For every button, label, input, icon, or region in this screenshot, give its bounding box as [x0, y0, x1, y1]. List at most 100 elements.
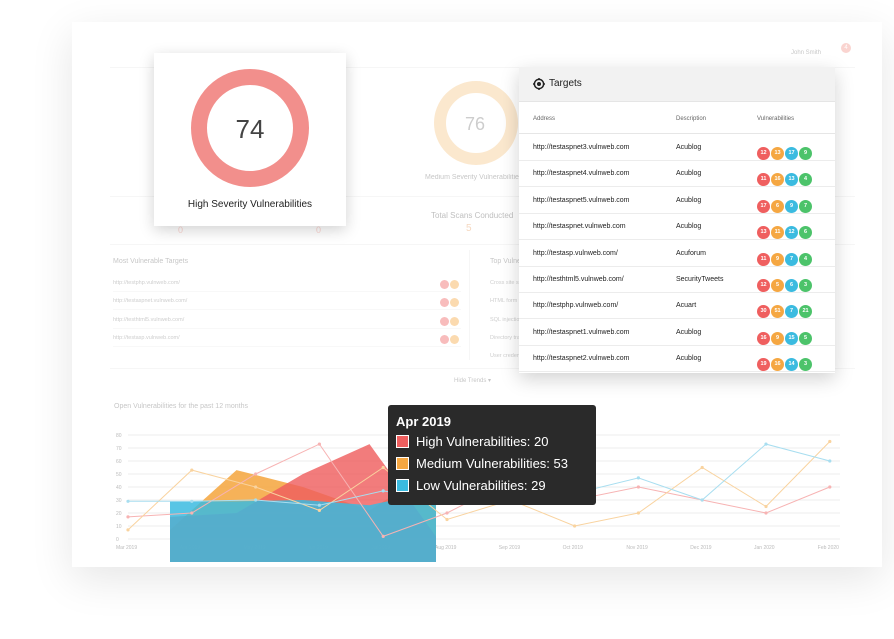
tooltip-swatch-high	[396, 435, 409, 448]
data-point	[764, 511, 768, 515]
vulnerability-count-badge: 7	[799, 199, 812, 213]
data-point	[254, 498, 258, 502]
target-description: Acublog	[676, 144, 702, 151]
data-point	[828, 459, 832, 463]
vulnerability-count-badge: 12	[757, 279, 770, 292]
column-header-vulnerabilities[interactable]: Vulnerabilities	[757, 116, 795, 122]
target-address[interactable]: http://testhtml5.vulnweb.com/	[533, 276, 624, 283]
list-item[interactable]: http://testasp.vulnweb.com/	[113, 329, 461, 347]
data-point	[381, 489, 385, 493]
series-line	[127, 441, 831, 531]
stat-zero-1: 0	[178, 225, 184, 235]
vulnerability-counts: 30 51 7 21	[757, 299, 813, 319]
target-address[interactable]: http://testphp.vulnweb.com/	[533, 302, 619, 310]
target-description: Acublog	[676, 196, 702, 204]
data-point	[126, 528, 130, 532]
total-scans-label: Total Scans Conducted	[431, 211, 514, 220]
user-menu[interactable]: John Smith	[791, 50, 822, 56]
list-item[interactable]: http://testhtml5.vulnweb.com/	[113, 311, 461, 329]
vulnerability-count-badge: 9	[785, 199, 798, 213]
list-item[interactable]: SQL injection	[490, 317, 523, 323]
tooltip-title: Apr 2019	[396, 414, 451, 429]
column-header-description[interactable]: Description	[676, 116, 707, 122]
vulnerability-count-badge: 16	[771, 358, 784, 372]
chart-tooltip: Apr 2019 High Vulnerabilities: 20 Medium…	[388, 405, 596, 505]
top-vulnerabilities-title: Top Vulnerabilities	[490, 258, 547, 265]
area-low	[170, 490, 436, 562]
vulnerability-counts: 19 16 14 3	[757, 352, 813, 372]
target-address[interactable]: http://testaspnet1.vulnweb.com	[533, 328, 630, 336]
list-item[interactable]: http://testaspnet.vulnweb.com/	[113, 292, 461, 310]
vulnerability-count-badge: 13	[771, 147, 784, 160]
vulnerability-counts: 12 13 17 9	[757, 141, 813, 160]
data-point	[317, 503, 321, 507]
y-tick-label: 80	[116, 433, 122, 439]
vulnerability-count-badge: 7	[785, 305, 798, 319]
list-item[interactable]: Cross site scripting	[490, 280, 537, 286]
table-row[interactable]: http://testhtml5.vulnweb.com/SecurityTwe…	[519, 267, 835, 293]
high-severity-ring-arc	[191, 69, 309, 187]
vulnerability-counts: 11 16 13 4	[757, 167, 813, 187]
table-row[interactable]: http://testphp.vulnweb.com/Acuart 30 51 7 21	[519, 293, 835, 320]
data-point	[764, 504, 768, 509]
target-description: Acuforum	[676, 249, 706, 257]
targets-header: Targets	[519, 67, 835, 102]
vulnerability-counts: 17 6 9 7	[757, 194, 813, 213]
header-divider	[110, 67, 855, 68]
data-point	[254, 485, 258, 489]
vulnerability-count-badge: 4	[799, 173, 812, 187]
data-point	[381, 534, 385, 539]
medium-severity-value: 76	[465, 114, 486, 134]
vulnerability-count-badge: 12	[757, 147, 770, 160]
vulnerability-count-badge: 17	[785, 147, 798, 160]
vulnerability-count-badge: 13	[757, 226, 770, 240]
tooltip-row-high: High Vulnerabilities: 20	[396, 433, 588, 455]
tooltip-row-low: Low Vulnerabilities: 29	[396, 477, 588, 499]
table-row[interactable]: http://testasp.vulnweb.com/Acuforum 11 9 7 4	[519, 241, 835, 267]
target-address[interactable]: http://testaspnet5.vulnweb.com	[533, 196, 630, 204]
hide-trends-toggle[interactable]: Hide Trends ▾	[454, 378, 492, 384]
vulnerability-count-badge: 5	[771, 279, 784, 292]
list-item[interactable]: Directory traversal	[490, 335, 535, 341]
data-point	[190, 499, 194, 503]
vulnerability-count-badge: 13	[785, 173, 798, 187]
x-tick-label: Mar 2019	[116, 545, 137, 551]
target-address[interactable]: http://testaspnet2.vulnweb.com	[533, 355, 630, 363]
vulnerability-count-badge: 15	[785, 331, 798, 345]
x-tick-label: Aug 2019	[435, 545, 457, 551]
target-address[interactable]: http://testaspnet.vulnweb.com	[533, 223, 626, 231]
targets-title: Targets	[549, 78, 582, 89]
table-row[interactable]: http://testaspnet.vulnweb.com Acublog 13 11…	[519, 214, 835, 241]
table-row[interactable]: http://testaspnet1.vulnweb.com Acublog 16 9…	[519, 320, 835, 346]
vulnerability-count-badge: 6	[771, 199, 784, 213]
table-row[interactable]: http://testaspnet2.vulnweb.com Acublog 19 1…	[519, 346, 835, 373]
table-row[interactable]: http://testaspnet5.vulnweb.com Acublog 17 6…	[519, 188, 835, 214]
column-header-address[interactable]: Address	[533, 116, 556, 122]
vulnerability-count-badge: 16	[757, 331, 770, 345]
list-item[interactable]: http://testphp.vulnweb.com/	[113, 274, 461, 292]
data-point	[445, 517, 449, 522]
vulnerability-count-badge: 7	[785, 252, 798, 266]
x-tick-label: Dec 2019	[690, 545, 712, 551]
target-address[interactable]: http://testaspnet3.vulnweb.com	[533, 144, 630, 151]
target-description: Acublog	[676, 223, 702, 231]
table-row[interactable]: http://testaspnet4.vulnweb.com Acublog 11 1…	[519, 161, 835, 188]
y-tick-label: 30	[116, 498, 122, 504]
target-address[interactable]: http://testaspnet4.vulnweb.com	[533, 170, 630, 178]
vulnerability-count-badge: 19	[757, 358, 770, 372]
vulnerability-count-badge: 6	[799, 226, 812, 240]
high-severity-card[interactable]: 74 High Severity Vulnerabilities	[154, 53, 346, 226]
data-point	[190, 468, 194, 472]
table-row[interactable]: http://testaspnet3.vulnweb.com Acublog 12 1…	[519, 135, 835, 161]
y-tick-label: 50	[116, 472, 122, 478]
tooltip-swatch-low	[396, 479, 409, 492]
most-vulnerable-title: Most Vulnerable Targets	[113, 258, 189, 265]
data-point	[636, 485, 641, 489]
tooltip-swatch-medium	[396, 457, 409, 470]
target-description: Acublog	[676, 328, 702, 336]
target-address[interactable]: http://testasp.vulnweb.com/	[533, 249, 618, 257]
y-tick-label: 60	[116, 459, 122, 465]
target-description: Acuart	[676, 302, 697, 310]
